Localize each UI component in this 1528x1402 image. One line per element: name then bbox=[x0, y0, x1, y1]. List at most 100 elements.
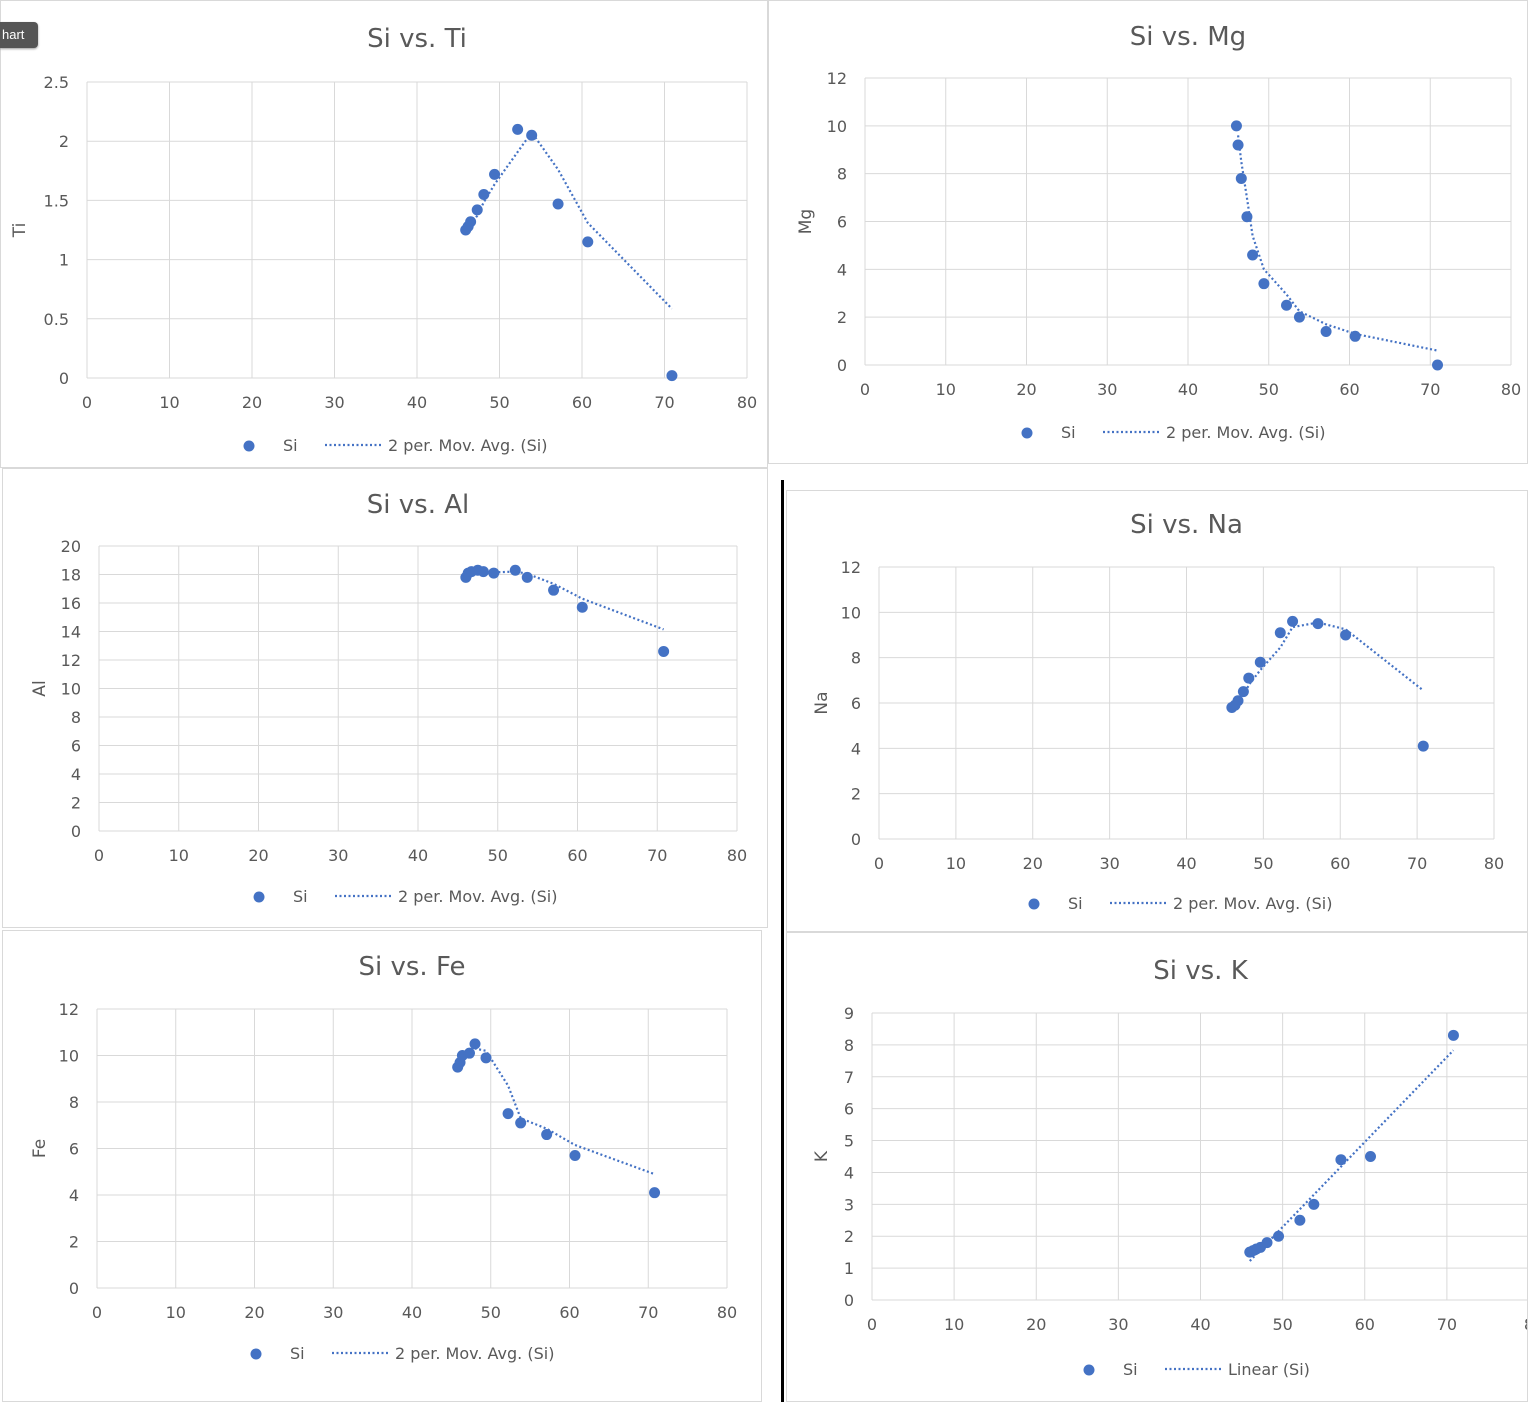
data-point[interactable] bbox=[582, 236, 594, 248]
legend-marker-si bbox=[253, 891, 265, 903]
data-point[interactable] bbox=[569, 1149, 581, 1161]
y-tick-label: 8 bbox=[71, 708, 81, 727]
data-point[interactable] bbox=[1335, 1154, 1347, 1166]
y-tick-label: 10 bbox=[61, 680, 81, 699]
chart-si-vs-al[interactable]: Si vs. Al 0 2 4 6 8 10 12 14 16 18 20 0 10 20 30 40 50 60 7… bbox=[2, 468, 768, 928]
data-point[interactable] bbox=[1287, 615, 1299, 627]
data-point[interactable] bbox=[1243, 672, 1255, 684]
x-tick-label: 50 bbox=[1272, 1315, 1292, 1334]
x-tick-label: 30 bbox=[1097, 380, 1117, 399]
y-tick-label: 2 bbox=[844, 1227, 854, 1246]
y-tick-label: 2 bbox=[837, 308, 847, 327]
data-point[interactable] bbox=[1247, 249, 1259, 261]
data-point[interactable] bbox=[1254, 656, 1266, 668]
data-point[interactable] bbox=[526, 129, 538, 141]
data-point[interactable] bbox=[1274, 627, 1286, 639]
data-point[interactable] bbox=[1232, 695, 1244, 707]
chart-title: Si vs. Mg bbox=[1130, 22, 1246, 52]
x-tick-label: 80 bbox=[1484, 854, 1504, 873]
legend-marker-si bbox=[1021, 427, 1033, 439]
chart-title: Si vs. Al bbox=[367, 490, 469, 520]
x-tick-label: 40 bbox=[408, 846, 428, 865]
chart-svg: Si vs. Fe 0 2 4 6 8 10 12 0 10 20 30 40 50 60 70 80 Fe Si 2… bbox=[30, 952, 737, 1363]
data-point[interactable] bbox=[1364, 1151, 1376, 1162]
data-point[interactable] bbox=[1349, 330, 1361, 342]
chart-svg: Si vs. Mg 0 2 4 6 8 10 12 0 10 20 30 40 50 60 70 80 Mg Si 2… bbox=[796, 22, 1521, 442]
y-tick-label: 8 bbox=[837, 165, 847, 184]
data-point[interactable] bbox=[463, 1047, 475, 1059]
chart-title: Si vs. K bbox=[1153, 956, 1248, 986]
data-point[interactable] bbox=[1232, 139, 1244, 151]
x-tick-label: 60 bbox=[1339, 380, 1359, 399]
chart-si-vs-fe[interactable]: Si vs. Fe 0 2 4 6 8 10 12 0 10 20 30 40 50 60 70 80 Fe Si 2… bbox=[2, 930, 762, 1402]
x-tick-label: 20 bbox=[1016, 380, 1036, 399]
x-tick-label: 70 bbox=[1437, 1315, 1457, 1334]
data-point[interactable] bbox=[471, 204, 483, 216]
chart-si-vs-na[interactable]: Si vs. Na 0 2 4 6 8 10 12 0 10 20 30 40 50 60 70 80 Na Si 2… bbox=[786, 490, 1528, 932]
data-point[interactable] bbox=[666, 370, 678, 382]
data-point[interactable] bbox=[478, 188, 490, 200]
data-point[interactable] bbox=[1237, 686, 1249, 698]
data-point[interactable] bbox=[521, 571, 533, 583]
x-tick-label: 60 bbox=[1355, 1315, 1375, 1334]
data-point[interactable] bbox=[1241, 211, 1253, 223]
data-point[interactable] bbox=[1340, 629, 1352, 641]
legend-label-series: Si bbox=[283, 436, 298, 455]
x-tick-label: 70 bbox=[1407, 854, 1427, 873]
data-point[interactable] bbox=[1273, 1230, 1285, 1242]
data-point[interactable] bbox=[1258, 278, 1270, 290]
x-tick-label: 70 bbox=[654, 393, 674, 412]
data-point[interactable] bbox=[465, 216, 477, 228]
y-tick-label: 0 bbox=[844, 1291, 854, 1310]
y-tick-label: 3 bbox=[844, 1195, 854, 1214]
data-point[interactable] bbox=[489, 168, 501, 180]
chart-tab[interactable]: hart bbox=[0, 22, 38, 48]
chart-si-vs-ti[interactable]: Si vs. Ti 0 0.5 1 1.5 2 2.5 0 10 20 30 40 50 60 70 80 Ti… bbox=[0, 0, 768, 468]
data-point[interactable] bbox=[1294, 1214, 1306, 1226]
x-tick-label: 80 bbox=[717, 1303, 737, 1322]
data-point[interactable] bbox=[488, 567, 500, 579]
y-tick-label: 2.5 bbox=[44, 73, 69, 92]
data-point[interactable] bbox=[1235, 172, 1247, 184]
data-point[interactable] bbox=[649, 1187, 661, 1199]
data-point[interactable] bbox=[502, 1108, 514, 1120]
data-point[interactable] bbox=[477, 566, 489, 578]
data-point[interactable] bbox=[512, 123, 524, 135]
data-point[interactable] bbox=[541, 1129, 553, 1141]
data-point[interactable] bbox=[1261, 1237, 1273, 1249]
x-tick-label: 40 bbox=[1176, 854, 1196, 873]
data-point[interactable] bbox=[509, 564, 521, 576]
data-point[interactable] bbox=[576, 601, 588, 613]
x-tick-label: 60 bbox=[567, 846, 587, 865]
legend-label-series: Si bbox=[1068, 894, 1083, 913]
data-point[interactable] bbox=[469, 1038, 481, 1050]
x-tick-label: 60 bbox=[1330, 854, 1350, 873]
data-point[interactable] bbox=[1281, 299, 1293, 311]
data-point[interactable] bbox=[1308, 1198, 1320, 1210]
x-tick-label: 80 bbox=[727, 846, 747, 865]
y-tick-label: 2 bbox=[71, 794, 81, 813]
data-point[interactable] bbox=[480, 1052, 492, 1064]
data-point[interactable] bbox=[1432, 359, 1444, 371]
data-point[interactable] bbox=[1312, 618, 1324, 630]
chart-svg: Si vs. Na 0 2 4 6 8 10 12 0 10 20 30 40 50 60 70 80 Na Si 2… bbox=[812, 510, 1504, 913]
data-point[interactable] bbox=[1320, 326, 1332, 338]
data-point[interactable] bbox=[548, 584, 560, 596]
data-point[interactable] bbox=[1447, 1029, 1459, 1041]
data-point[interactable] bbox=[1230, 120, 1242, 132]
data-point[interactable] bbox=[552, 198, 564, 210]
x-tick-label: 10 bbox=[944, 1315, 964, 1334]
x-tick-label: 40 bbox=[1190, 1315, 1210, 1334]
data-point[interactable] bbox=[1293, 311, 1305, 323]
y-tick-label: 12 bbox=[59, 1000, 79, 1019]
chart-si-vs-k[interactable]: Si vs. K 0 1 2 3 4 5 6 7 8 9 0 10 20 30 40 50 60 70 8 K Si Lin… bbox=[786, 932, 1528, 1402]
y-tick-label: 0 bbox=[69, 1279, 79, 1298]
data-point[interactable] bbox=[658, 645, 670, 657]
x-tick-label: 70 bbox=[638, 1303, 658, 1322]
data-point[interactable] bbox=[1417, 740, 1429, 752]
y-tick-label: 4 bbox=[844, 1163, 854, 1182]
chart-si-vs-mg[interactable]: Si vs. Mg 0 2 4 6 8 10 12 0 10 20 30 40 50 60 70 80 Mg Si 2… bbox=[768, 0, 1528, 464]
data-point[interactable] bbox=[515, 1117, 527, 1129]
y-tick-label: 0 bbox=[71, 822, 81, 841]
y-tick-label: 4 bbox=[69, 1186, 79, 1205]
